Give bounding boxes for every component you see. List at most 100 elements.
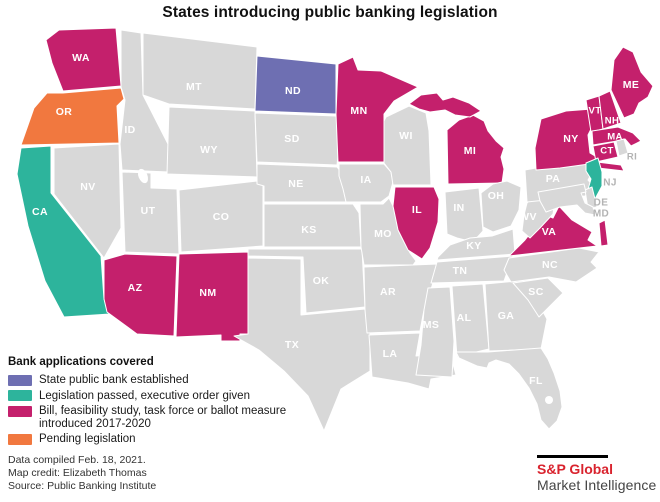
state-label-IL: IL	[412, 204, 422, 216]
legend-swatch-passed	[8, 390, 32, 401]
state-label-SD: SD	[284, 133, 299, 145]
state-MT	[142, 32, 258, 110]
footer-line-source: Source: Public Banking Institute	[8, 479, 157, 492]
legend-item-established: State public bank established	[8, 374, 326, 387]
state-label-DE: DE	[594, 198, 609, 209]
page-title: States introducing public banking legisl…	[162, 4, 498, 21]
legend-item-passed: Legislation passed, executive order give…	[8, 390, 326, 403]
state-label-IN: IN	[453, 202, 464, 214]
state-NV	[53, 143, 122, 259]
legend-label-introduced: Bill, feasibility study, task force or b…	[39, 405, 287, 430]
state-label-CA: CA	[32, 206, 48, 218]
state-FL	[455, 347, 563, 430]
state-NY	[534, 108, 601, 171]
state-OR	[20, 87, 125, 146]
state-label-MA: MA	[607, 132, 623, 143]
state-label-NV: NV	[80, 181, 95, 193]
state-label-IA: IA	[360, 174, 371, 186]
state-label-TN: TN	[453, 265, 468, 277]
state-KS	[263, 203, 362, 248]
state-ID	[119, 29, 170, 173]
state-label-OK: OK	[313, 275, 330, 287]
state-label-CT: CT	[600, 146, 613, 157]
state-TX	[233, 257, 371, 432]
state-label-MO: MO	[374, 228, 392, 240]
legend-label-pending: Pending legislation	[39, 433, 136, 445]
legend: Bank applications covered State public b…	[8, 356, 326, 449]
state-label-OH: OH	[488, 190, 505, 202]
state-MD	[537, 183, 596, 216]
state-label-NY: NY	[563, 133, 578, 145]
state-label-WY: WY	[200, 144, 218, 156]
state-CO	[178, 180, 264, 253]
state-WY	[166, 106, 258, 178]
state-label-PA: PA	[546, 173, 561, 185]
state-label-NE: NE	[288, 178, 303, 190]
state-label-OR: OR	[56, 106, 73, 118]
logo-rule	[537, 455, 608, 458]
footer-line-compiled: Data compiled Feb. 18, 2021.	[8, 454, 146, 466]
state-label-AR: AR	[380, 286, 396, 298]
legend-title: Bank applications covered	[8, 356, 154, 368]
state-label-MS: MS	[423, 319, 440, 331]
state-label-RI: RI	[627, 152, 637, 163]
logo-company-name: S&P Global	[537, 461, 613, 477]
state-DE	[584, 186, 598, 210]
state-NC	[503, 247, 600, 283]
legend-item-introduced: Bill, feasibility study, task force or b…	[8, 405, 326, 430]
state-label-TX: TX	[285, 339, 299, 351]
state-IN	[444, 187, 484, 243]
state-label-WV: WV	[519, 211, 537, 223]
state-MN	[335, 56, 419, 163]
state-NH	[598, 90, 622, 130]
state-ME	[610, 46, 654, 119]
state-MA	[591, 126, 642, 147]
state-CT	[592, 141, 619, 163]
state-label-NC: NC	[542, 259, 558, 271]
legend-swatch-pending	[8, 433, 32, 445]
state-label-VA: VA	[542, 226, 557, 238]
state-label-NJ: NJ	[603, 178, 617, 189]
source-notes: Data compiled Feb. 18, 2021. Map credit:…	[8, 454, 156, 492]
state-IL	[392, 186, 440, 260]
state-VA	[598, 219, 609, 247]
state-label-KS: KS	[301, 224, 316, 236]
state-label-NH: NH	[605, 116, 620, 127]
state-label-ME: ME	[623, 79, 640, 91]
state-label-GA: GA	[498, 310, 515, 322]
state-label-AL: AL	[457, 312, 472, 324]
state-label-VT: VT	[589, 106, 602, 117]
legend-label-passed: Legislation passed, executive order give…	[39, 389, 250, 402]
state-label-KY: KY	[466, 240, 481, 252]
state-label-SC: SC	[528, 286, 543, 298]
state-KY	[436, 228, 516, 261]
state-label-AZ: AZ	[128, 282, 143, 294]
sp-global-logo: S&P Global Market Intelligence	[537, 455, 656, 493]
legend-label-established: State public bank established	[39, 374, 189, 386]
footer-line-credit: Map credit: Elizabeth Thomas	[8, 466, 147, 479]
great-salt-lake-shape	[137, 168, 149, 184]
state-UT	[121, 171, 180, 255]
state-OH	[480, 180, 522, 233]
state-AZ	[103, 253, 178, 337]
state-label-WA: WA	[72, 52, 90, 64]
legend-item-pending: Pending legislation	[8, 433, 326, 446]
state-MS	[415, 286, 455, 378]
state-label-CO: CO	[213, 211, 230, 223]
state-RI	[615, 138, 629, 157]
state-label-MT: MT	[186, 81, 202, 93]
state-label-MN: MN	[350, 105, 367, 117]
state-label-UT: UT	[141, 205, 156, 217]
state-TN	[430, 255, 514, 284]
legend-items: State public bank established Legislation…	[8, 374, 326, 446]
state-label-WI: WI	[399, 130, 413, 142]
legend-swatch-established	[8, 374, 32, 386]
state-label-LA: LA	[383, 348, 398, 360]
state-MI	[408, 92, 482, 118]
lake-okeechobee-shape	[545, 396, 553, 404]
state-MO	[359, 197, 417, 266]
state-label-ID: ID	[124, 124, 135, 136]
state-label-MD: MD	[593, 209, 609, 220]
